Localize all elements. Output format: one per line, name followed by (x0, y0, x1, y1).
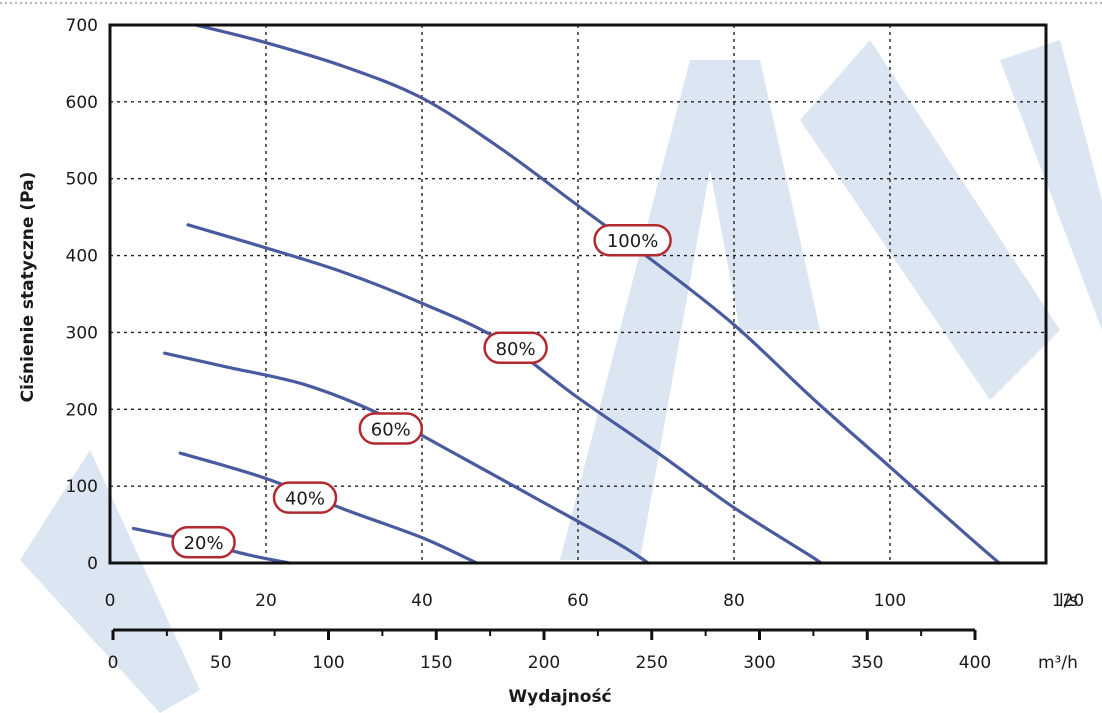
watermark-stroke-v (20, 450, 200, 713)
plot-frame (108, 23, 1048, 565)
y-tick-label-3: 300 (66, 323, 98, 343)
x-tick-label-4: 80 (723, 591, 745, 611)
watermark-stroke-x (800, 40, 1060, 400)
x2-tick-label-2: 100 (312, 653, 344, 673)
x-axis-primary: 0 20 40 60 80 100 120 (105, 591, 1085, 611)
curve-label-4: 20% (171, 525, 236, 559)
y-tick-label-1: 100 (66, 477, 98, 497)
curve-label-text-0: 100% (607, 231, 658, 252)
curve-labels: 100% 80% 60% 40% 20% (171, 223, 672, 559)
y-axis-title: Ciśnienie statyczne (Pa) (18, 172, 38, 403)
x-tick-label-2: 40 (411, 591, 433, 611)
curve-label-3: 40% (272, 481, 338, 514)
curve-label-text-2: 60% (371, 420, 411, 441)
grid (110, 25, 1046, 563)
curve-label-text-1: 80% (496, 339, 536, 360)
y-tick-label-5: 500 (66, 170, 98, 190)
x-axis-title: Wydajność (508, 687, 611, 707)
y-axis: 0 100 200 300 400 500 600 700 (66, 16, 98, 574)
x-tick-label-6: 120 (1052, 591, 1084, 611)
curve-label-bg-4 (171, 525, 236, 559)
curve-label-bg-0 (593, 223, 672, 257)
curve-label-0: 100% (593, 223, 672, 257)
series-line-3 (178, 451, 479, 565)
y-tick-label-2: 200 (66, 400, 98, 420)
x2-tick-label-5: 250 (636, 653, 668, 673)
y-tick-label-0: 0 (87, 554, 98, 574)
curve-label-bg-3 (272, 481, 338, 514)
x2-tick-label-0: 0 (108, 653, 119, 673)
x-axis-secondary: 0 50 100 150 200 250 300 350 400 (108, 628, 991, 673)
watermark-stroke-a (560, 60, 820, 560)
series-line-2 (163, 351, 650, 565)
curve-label-bg-2 (358, 412, 424, 445)
x-axis-unit-primary: l/s (1059, 591, 1078, 611)
x2-tick-label-7: 350 (851, 653, 883, 673)
x2-tick-label-1: 50 (210, 653, 232, 673)
x-tick-label-1: 20 (255, 591, 277, 611)
x-axis-unit-secondary: m³/h (1038, 653, 1078, 673)
watermark (20, 40, 1102, 713)
y-tick-label-4: 400 (66, 247, 98, 267)
curve-label-bg-1 (483, 331, 548, 365)
curve-label-text-3: 40% (285, 489, 325, 510)
x-tick-label-3: 60 (567, 591, 589, 611)
curve-label-2: 60% (358, 412, 424, 445)
curve-label-text-4: 20% (184, 533, 224, 554)
x2-tick-label-3: 150 (420, 653, 452, 673)
curve-label-1: 80% (483, 331, 548, 365)
x2-tick-label-8: 400 (959, 653, 991, 673)
x2-tick-label-4: 200 (528, 653, 560, 673)
y-tick-label-7: 700 (66, 16, 98, 36)
x-tick-label-0: 0 (105, 591, 116, 611)
x2-tick-label-6: 300 (743, 653, 775, 673)
y-tick-label-6: 600 (66, 93, 98, 113)
x-tick-label-5: 100 (874, 591, 906, 611)
watermark-stroke-i (1000, 40, 1102, 330)
